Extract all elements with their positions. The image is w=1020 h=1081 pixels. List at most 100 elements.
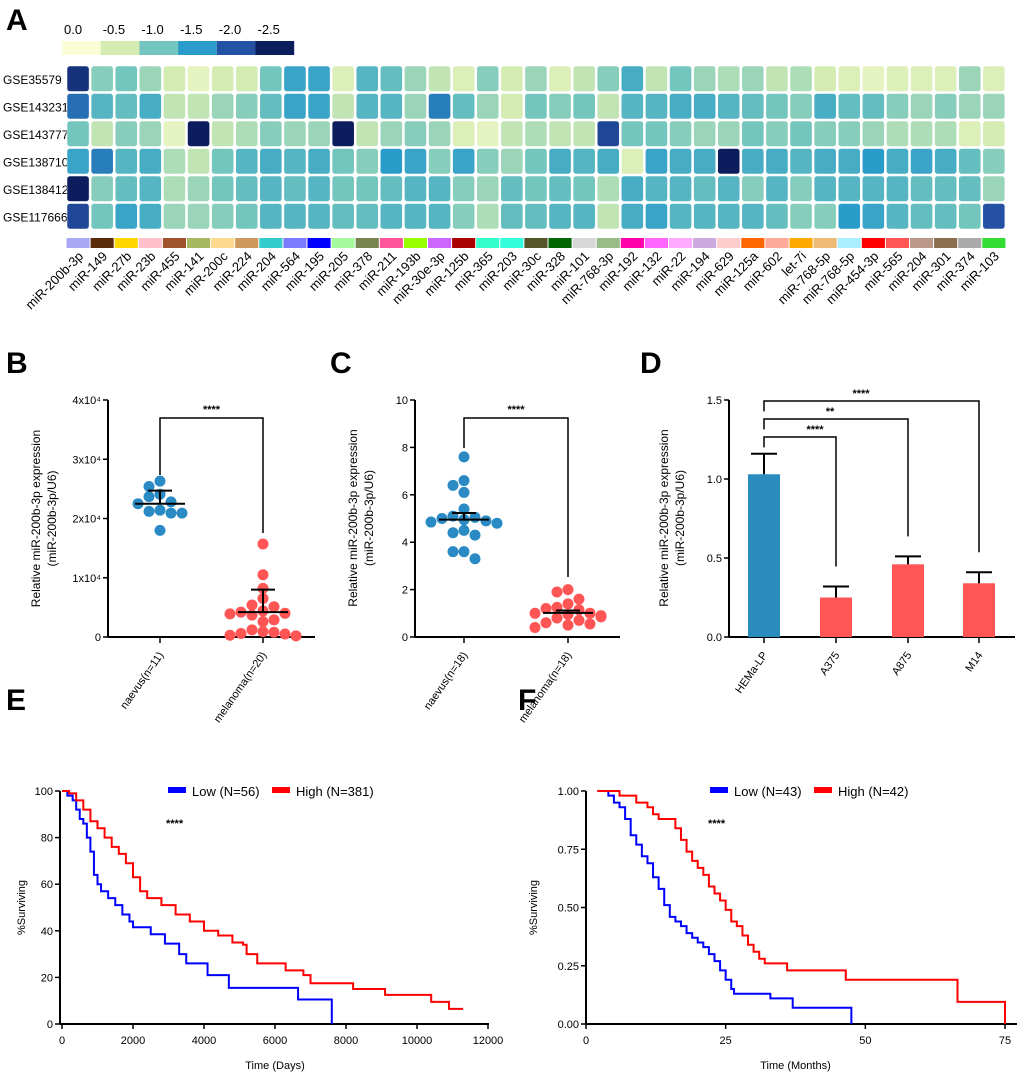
heatmap-cell xyxy=(548,203,572,230)
x-tick-label: 6000 xyxy=(263,1035,287,1047)
column-annotation-swatch xyxy=(500,238,524,248)
column-annotation-swatch xyxy=(90,238,114,248)
heatmap-cell xyxy=(813,148,837,175)
y-tick-label: 0.25 xyxy=(558,961,579,973)
colorbar-tick-label: -2.5 xyxy=(258,22,280,37)
column-annotation-swatch xyxy=(379,238,403,248)
heatmap-cell xyxy=(958,65,982,92)
column-annotation-swatch xyxy=(885,238,909,248)
column-annotation-swatch xyxy=(644,238,668,248)
colorbar-swatch xyxy=(100,41,140,55)
data-point xyxy=(176,507,188,519)
heatmap-cell xyxy=(886,148,909,175)
heatmap-cell xyxy=(934,65,957,92)
heatmap-cell xyxy=(645,120,668,147)
bar-a875 xyxy=(892,564,924,637)
data-point xyxy=(447,527,459,539)
heatmap-cell xyxy=(187,175,210,202)
data-point xyxy=(540,617,552,629)
colorbar-tick-label: -2.0 xyxy=(219,22,241,37)
heatmap-cell xyxy=(717,148,741,175)
bar-m14 xyxy=(963,583,995,637)
column-annotation-swatch xyxy=(524,238,548,248)
data-point xyxy=(436,513,448,524)
column-annotation-swatch xyxy=(741,238,765,248)
colorbar-swatch xyxy=(62,41,101,55)
km-panel-e: 0 20 40 60 80 100 0 2000 4000 6000 8000 10000 12000 T… xyxy=(16,784,503,1072)
legend-label-low: Low (N=43) xyxy=(734,784,802,799)
km-panel-f: 0.00 0.25 0.50 0.75 1.00 0 25 50 75 Time (Months)… xyxy=(528,784,1017,1072)
heatmap-cell xyxy=(211,203,234,230)
heatmap-cell xyxy=(572,93,596,120)
heatmap-cell xyxy=(452,65,475,92)
x-tick-label: 10000 xyxy=(402,1035,433,1047)
data-point xyxy=(246,599,258,611)
data-point xyxy=(562,584,574,596)
survival-curve-high xyxy=(62,790,464,1010)
data-point xyxy=(551,586,563,598)
heatmap-cell xyxy=(548,120,572,147)
heatmap-cell xyxy=(982,65,1006,92)
panel-label-b: B xyxy=(6,347,28,380)
heatmap-cell xyxy=(596,203,620,230)
data-point xyxy=(268,601,280,613)
heatmap-cell xyxy=(982,175,1006,202)
column-annotation-swatch xyxy=(548,238,572,248)
heatmap-cell xyxy=(789,120,813,147)
data-point xyxy=(447,546,459,558)
heatmap-cell xyxy=(645,65,668,92)
heatmap-cell xyxy=(621,65,644,92)
x-tick-label: 2000 xyxy=(121,1035,145,1047)
heatmap-cell xyxy=(283,148,307,175)
data-point xyxy=(143,491,155,503)
heatmap-cell xyxy=(837,120,861,147)
column-annotation-swatch xyxy=(693,238,717,248)
heatmap-cell xyxy=(789,175,813,202)
heatmap-cell xyxy=(452,175,475,202)
data-point xyxy=(224,608,236,620)
heatmap-cell xyxy=(500,93,524,120)
heatmap-cell xyxy=(404,93,427,120)
heatmap-panel-a: 0.0 -0.5 -1.0 -1.5 -2.0 -2.5 GSE35579 GSE143231… xyxy=(3,22,1006,312)
significance-label: **** xyxy=(708,818,726,830)
panel-label-a: A xyxy=(6,4,28,37)
heatmap-cell xyxy=(404,175,427,202)
heatmap-cell xyxy=(813,65,837,92)
column-annotation-swatch xyxy=(861,238,885,248)
heatmap-cell xyxy=(862,120,885,147)
column-annotation-swatch xyxy=(572,238,596,248)
heatmap-cell xyxy=(789,65,813,92)
heatmap-cell xyxy=(813,120,837,147)
heatmap-cell xyxy=(355,120,379,147)
y-tick-label: 60 xyxy=(41,879,53,891)
column-annotation-swatch xyxy=(934,238,958,248)
heatmap-cell xyxy=(886,175,909,202)
x-tick-label: naevus(n=11) xyxy=(118,650,166,712)
column-annotation-swatch xyxy=(620,238,644,248)
legend-swatch-high xyxy=(272,787,290,793)
heatmap-cell xyxy=(693,175,716,202)
x-tick-label: 12000 xyxy=(473,1035,504,1047)
legend-label-high: High (N=42) xyxy=(838,784,908,799)
y-tick-label: 1.0 xyxy=(707,474,722,486)
heatmap-cell xyxy=(139,175,162,202)
heatmap-cell xyxy=(476,120,500,147)
heatmap-cell xyxy=(283,93,307,120)
data-point xyxy=(480,515,492,527)
data-point xyxy=(584,618,596,630)
heatmap-cell xyxy=(90,203,114,230)
significance-label: **** xyxy=(852,388,870,400)
data-point xyxy=(165,496,177,508)
heatmap-cell xyxy=(355,203,379,230)
barchart-panel-d: 0.0 0.5 1.0 1.5 Relative miR-200b-3p express… xyxy=(657,388,1015,696)
heatmap-cell xyxy=(645,175,668,202)
column-annotation-swatch xyxy=(66,238,90,248)
column-annotation-swatch xyxy=(403,238,427,248)
heatmap-cell xyxy=(596,120,620,147)
comparison-bracket xyxy=(763,418,909,537)
heatmap-cell xyxy=(380,175,403,202)
colorbar-tick-label: -1.0 xyxy=(141,22,163,37)
column-annotation-swatch xyxy=(211,238,235,248)
